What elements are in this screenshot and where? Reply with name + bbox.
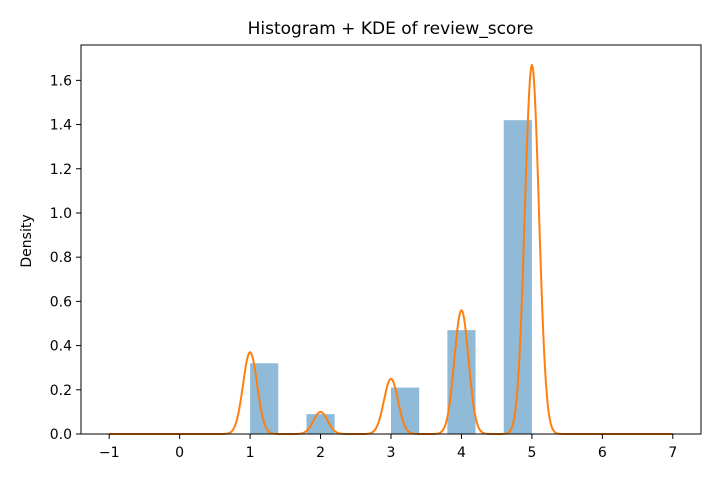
axes-frame [80, 44, 702, 435]
y-tick-label: 0.8 [50, 250, 72, 266]
x-tick-label: 7 [668, 445, 677, 461]
x-tick-label: 5 [527, 445, 536, 461]
y-axis-label: Density [19, 214, 35, 267]
y-tick-label: 1.0 [50, 206, 72, 222]
y-tick-label: 1.2 [50, 162, 72, 178]
x-tick-label: 2 [316, 445, 325, 461]
kde-line [109, 63, 673, 435]
y-tick-label: 0.6 [50, 294, 72, 310]
x-tick-label: 3 [387, 445, 396, 461]
chart-title: Histogram + KDE of review_score [248, 19, 534, 39]
x-tick-label: 6 [598, 445, 607, 461]
x-tick-label: 1 [246, 445, 255, 461]
y-tick-label: 0.4 [50, 339, 72, 355]
x-tick-label: 4 [457, 445, 466, 461]
y-tick-label: 1.4 [50, 118, 72, 134]
y-tick-label: 0.2 [50, 383, 72, 399]
y-tick-label: 0.0 [50, 427, 72, 443]
y-tick-label: 1.6 [50, 73, 72, 89]
plot-area: −1 0 1 2 3 4 5 6 7 0.0 0.2 0.4 0.6 0.8 1.0 1.2 1.4 1.6 [50, 44, 702, 461]
x-tick-label: 0 [175, 445, 184, 461]
x-tick-label: −1 [99, 445, 120, 461]
